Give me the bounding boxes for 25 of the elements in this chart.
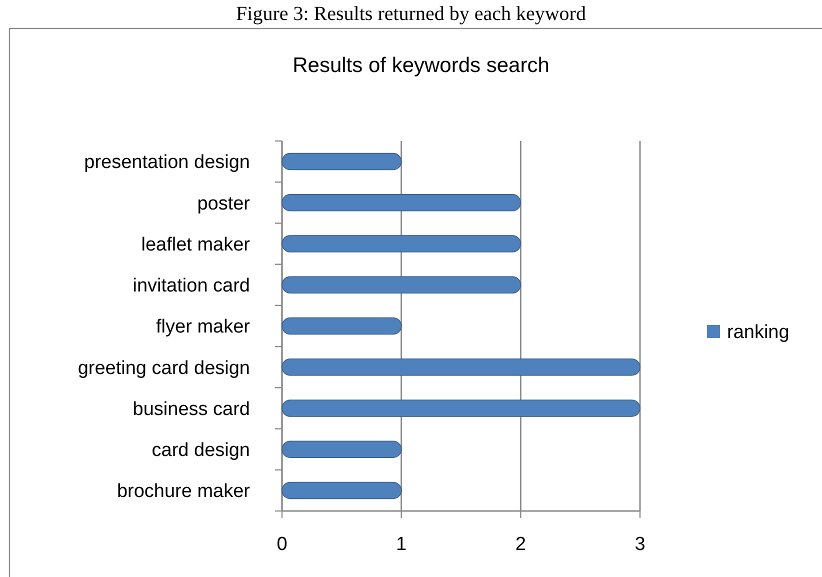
y-tick-label: leaflet maker: [141, 234, 251, 256]
y-tick-label: business card: [132, 398, 250, 420]
y-tick-label: invitation card: [132, 276, 250, 297]
y-tick-label: flyer maker: [156, 316, 251, 338]
y-tick-label: presentation design: [84, 152, 250, 174]
legend-label: ranking: [727, 322, 790, 344]
bar: [282, 276, 522, 294]
bar: [282, 482, 402, 500]
bar: [282, 317, 402, 335]
bar: [282, 235, 522, 252]
bar: [282, 194, 522, 212]
y-tick-label: brochure maker: [116, 481, 251, 502]
x-tick-label: 2: [515, 534, 526, 555]
bar: [282, 400, 640, 417]
caption: Figure 3: Results returned by each keyword: [236, 3, 586, 25]
x-tick-label: 0: [276, 534, 288, 555]
bar: [282, 152, 402, 170]
chart-title: Results of keywords search: [292, 54, 550, 77]
bar: [282, 440, 402, 458]
bar: [282, 358, 640, 376]
y-tick-label: card design: [152, 440, 250, 461]
x-tick-label: 1: [396, 534, 407, 555]
x-tick-label: 3: [634, 534, 646, 555]
y-tick-label: poster: [197, 193, 251, 214]
y-tick-label: greeting card design: [78, 358, 250, 379]
